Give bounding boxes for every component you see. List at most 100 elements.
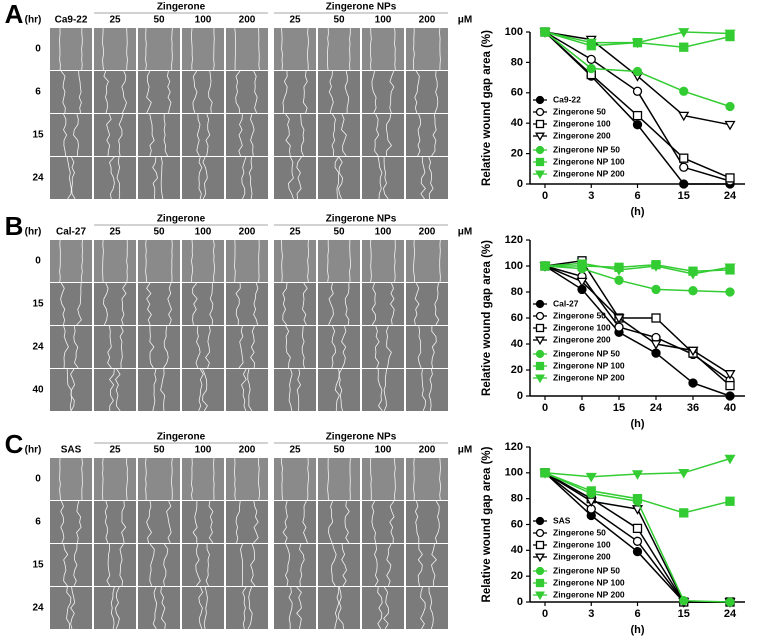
wound-edge xyxy=(296,368,301,412)
wound-edge xyxy=(166,70,172,114)
wound-edge xyxy=(192,70,198,114)
x-tick-label: 36 xyxy=(687,402,699,414)
micrograph xyxy=(406,458,448,500)
legend-marker xyxy=(535,119,545,129)
wound-edge xyxy=(370,239,372,283)
marker xyxy=(586,63,596,74)
x-tick-label: 15 xyxy=(613,402,625,414)
marker xyxy=(724,120,736,131)
micrograph xyxy=(406,240,448,282)
concentration: 100 xyxy=(375,445,392,456)
marker xyxy=(679,42,689,52)
micrograph xyxy=(406,369,448,411)
marker xyxy=(688,378,698,388)
legend-marker xyxy=(535,566,545,576)
y-tick-label: 120 xyxy=(505,441,523,453)
wound-edge xyxy=(191,457,193,501)
wound-edge xyxy=(198,586,204,630)
x-tick-label: 3 xyxy=(588,190,594,202)
legend-label: Zingerone NP 100 xyxy=(553,156,625,166)
panel-letter: C xyxy=(5,429,24,459)
x-axis-label: (h) xyxy=(630,624,644,636)
marker xyxy=(679,179,689,189)
wound-edge xyxy=(198,368,204,412)
cell-line: Cal-27 xyxy=(56,227,86,238)
legend-label: SAS xyxy=(553,515,571,525)
marker xyxy=(651,313,661,323)
marker xyxy=(679,153,689,163)
micrograph xyxy=(318,240,360,282)
wound-edge xyxy=(383,586,389,630)
legend-marker xyxy=(535,311,545,321)
legend-marker xyxy=(535,95,545,105)
y-tick-label: 0 xyxy=(517,596,523,608)
wound-edge xyxy=(371,500,376,544)
micrograph xyxy=(138,587,180,629)
marker xyxy=(687,346,699,357)
micrograph xyxy=(226,240,268,282)
marker xyxy=(724,29,736,40)
wound-edge xyxy=(160,156,164,200)
wound-edge xyxy=(107,325,112,369)
micrograph xyxy=(182,283,224,325)
wound-edge xyxy=(63,543,69,587)
micrograph xyxy=(50,326,92,368)
micrograph xyxy=(138,501,180,543)
y-tick-label: 40 xyxy=(511,117,523,129)
legend-label: Zingerone 200 xyxy=(553,551,611,561)
marker xyxy=(678,111,690,122)
legend-marker xyxy=(535,591,545,601)
x-tick-label: 0 xyxy=(542,190,548,202)
micrograph xyxy=(274,544,316,586)
wound-edge xyxy=(338,368,343,412)
wound-edge xyxy=(149,113,155,157)
wound-edge xyxy=(152,156,158,200)
legend-marker xyxy=(535,361,545,371)
group-header: Zingerone xyxy=(157,2,206,13)
micrograph xyxy=(94,501,136,543)
micrograph xyxy=(94,326,136,368)
concentration: 50 xyxy=(333,445,345,456)
wound-edge xyxy=(253,500,259,544)
cell-line: Ca9-22 xyxy=(55,15,88,26)
micrograph xyxy=(362,326,404,368)
marker xyxy=(725,287,735,297)
wound-edge xyxy=(386,543,392,587)
wound-edge xyxy=(328,500,334,544)
time-label: 0 xyxy=(35,474,41,485)
wound-edge xyxy=(195,325,201,369)
time-unit: (hr) xyxy=(25,15,42,26)
micrograph xyxy=(138,544,180,586)
wound-edge xyxy=(240,543,244,587)
micrograph xyxy=(362,369,404,411)
micrograph xyxy=(274,157,316,199)
time-label: 6 xyxy=(35,517,41,528)
wound-edge xyxy=(344,500,350,544)
wound-edge xyxy=(66,156,72,200)
wound-edge xyxy=(60,70,66,114)
wound-edge xyxy=(63,113,68,157)
legend-marker xyxy=(535,157,545,167)
y-axis-label: Relative wound gap area (%) xyxy=(481,240,493,396)
wound-edge xyxy=(288,368,293,412)
series-line xyxy=(544,259,731,387)
wound-edge xyxy=(258,239,260,283)
wound-edge xyxy=(102,457,104,501)
micrograph xyxy=(226,369,268,411)
wound-edge xyxy=(281,239,283,283)
micrograph xyxy=(182,458,224,500)
micrograph xyxy=(318,71,360,113)
wound-edge xyxy=(213,239,215,283)
wound-edge xyxy=(202,156,208,200)
legend-marker xyxy=(535,553,545,563)
wound-edge xyxy=(103,282,109,326)
wound-edge xyxy=(371,282,376,326)
wound-edge xyxy=(171,239,173,283)
micrograph xyxy=(274,369,316,411)
y-tick-label: 40 xyxy=(511,338,523,350)
y-tick-label: 0 xyxy=(517,178,523,190)
wound-edge xyxy=(126,27,128,71)
micrograph xyxy=(318,501,360,543)
wound-edge xyxy=(434,282,440,326)
legend-marker xyxy=(535,516,545,526)
